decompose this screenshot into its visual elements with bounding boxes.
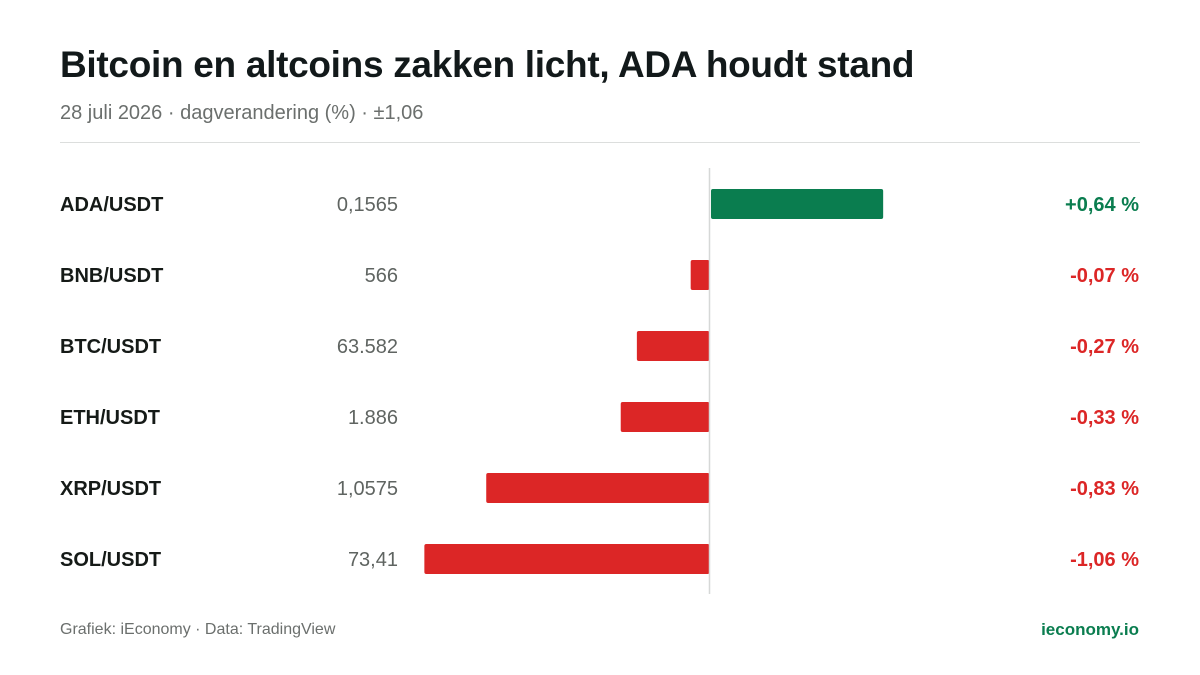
value-label: -0,83 % xyxy=(1070,478,1139,500)
price-label: 566 xyxy=(365,265,398,287)
chart-row: SOL/USDT 73,41 -1,06 % xyxy=(60,544,1139,574)
header-divider xyxy=(60,142,1140,143)
price-label: 1,0575 xyxy=(337,478,398,500)
category-label: ETH/USDT xyxy=(60,407,160,429)
bar xyxy=(711,189,884,219)
chart-subtitle: 28 juli 2026 · dagverandering (%) · ±1,0… xyxy=(60,102,424,124)
price-label: 73,41 xyxy=(348,549,398,571)
bar xyxy=(620,402,710,432)
bar xyxy=(424,544,710,574)
brand-link[interactable]: ieconomy.io xyxy=(1041,620,1139,639)
chart-row: ETH/USDT 1.886 -0,33 % xyxy=(60,402,1139,432)
chart-row: XRP/USDT 1,0575 -0,83 % xyxy=(60,473,1139,503)
chart-row: BNB/USDT 566 -0,07 % xyxy=(60,260,1139,290)
bar xyxy=(690,260,710,290)
category-label: XRP/USDT xyxy=(60,478,161,500)
category-label: BNB/USDT xyxy=(60,265,163,287)
chart-rows: ADA/USDT 0,1565 +0,64 %BNB/USDT 566 -0,07 %B… xyxy=(60,189,1139,574)
value-label: +0,64 % xyxy=(1065,194,1139,216)
value-label: -0,27 % xyxy=(1070,336,1139,358)
value-label: -1,06 % xyxy=(1070,549,1139,571)
category-label: BTC/USDT xyxy=(60,336,161,358)
price-label: 63.582 xyxy=(337,336,398,358)
chart-row: ADA/USDT 0,1565 +0,64 % xyxy=(60,189,1139,219)
bar xyxy=(486,473,710,503)
value-label: -0,33 % xyxy=(1070,407,1139,429)
category-label: SOL/USDT xyxy=(60,549,161,571)
value-label: -0,07 % xyxy=(1070,265,1139,287)
category-label: ADA/USDT xyxy=(60,194,163,216)
price-label: 1.886 xyxy=(348,407,398,429)
bar xyxy=(636,331,710,361)
source-credit: Grafiek: iEconomy · Data: TradingView xyxy=(60,621,336,638)
chart-title: Bitcoin en altcoins zakken licht, ADA ho… xyxy=(60,44,915,85)
price-label: 0,1565 xyxy=(337,194,398,216)
chart-row: BTC/USDT 63.582 -0,27 % xyxy=(60,331,1139,361)
